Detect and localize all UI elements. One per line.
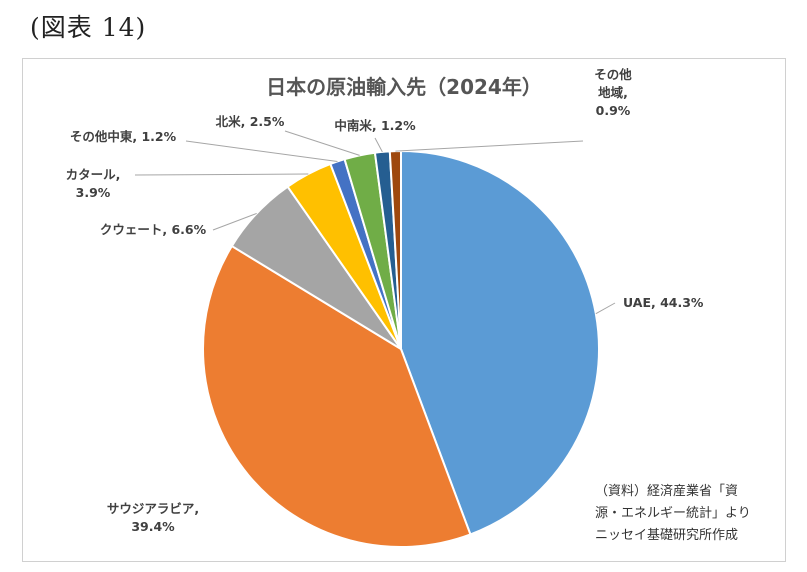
slice-label-3: クウェート, 6.6% — [100, 222, 207, 237]
pie-slice-2 — [202, 244, 472, 548]
slice-label-8: その他地域, 0.9% — [594, 67, 632, 118]
leader-line-6 — [284, 130, 360, 156]
slice-label-6: 北米, 2.5% — [216, 114, 285, 129]
leader-line-1 — [595, 302, 616, 315]
pie-chart: UAE, 44.3% サウジアラビア, 39.4% クウェート, 6.6% カタール, 3… — [66, 67, 751, 548]
slice-label-5: その他中東, 1.2% — [70, 129, 177, 144]
leader-line-8 — [395, 140, 584, 152]
source-note: （資料）経済産業省「資源・エネルギー統計」よりニッセイ基礎研究所作成 — [595, 483, 751, 543]
chart-frame: 日本の原油輸入先（2024年） UAE, 44.3% サウジアラビア, 39.4% ク… — [22, 58, 786, 562]
slice-label-2: サウジアラビア, 39.4% — [107, 501, 199, 534]
leader-line-3 — [212, 212, 257, 231]
chart-title: 日本の原油輸入先（2024年） — [266, 75, 542, 99]
slice-label-1: UAE, 44.3% — [623, 295, 704, 310]
leader-line-7 — [374, 137, 383, 153]
leader-line-4 — [134, 173, 309, 176]
figure-label: (図表 14) — [30, 13, 147, 42]
leader-line-5 — [185, 140, 338, 162]
slice-label-7: 中南米, 1.2% — [334, 118, 416, 133]
slice-label-4: カタール, 3.9% — [66, 167, 121, 200]
